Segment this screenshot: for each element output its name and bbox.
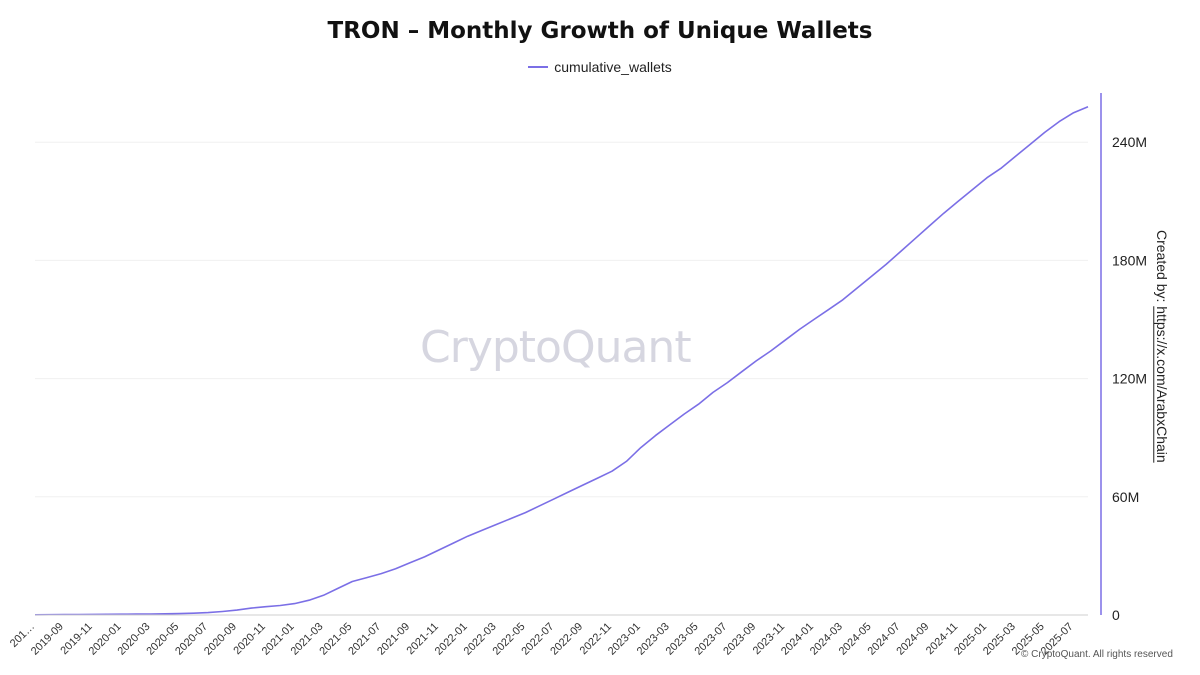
watermark-logo: CryptoQuant	[420, 322, 692, 373]
credit-link[interactable]: https://x.com/ArabxChain	[1154, 306, 1170, 463]
x-tick-label: 2019-09	[29, 621, 66, 658]
copyright-text: © CryptoQuant. All rights reserved	[1021, 649, 1173, 660]
series-group	[34, 106, 1089, 616]
y-axis-tick-labels: 0 60M 120M 180M 240M	[1112, 134, 1147, 623]
legend-label: cumulative_wallets	[554, 59, 672, 75]
y-tick-label: 120M	[1112, 371, 1147, 387]
credit-prefix: Created by:	[1154, 230, 1170, 307]
x-tick-label: 2020-09	[202, 621, 239, 658]
x-axis-tick-labels: 201…2019-092019-112020-012020-032020-052…	[8, 621, 1076, 658]
gridlines	[35, 141, 1088, 498]
x-tick-label: 2022-09	[548, 621, 585, 658]
y-tick-label: 60M	[1112, 489, 1139, 505]
x-tick-label: 2023-09	[721, 621, 758, 658]
legend[interactable]: cumulative_wallets	[0, 59, 1200, 75]
y-tick-label: 0	[1112, 607, 1120, 623]
y-tick-label: 180M	[1112, 252, 1147, 268]
x-tick-label: 2024-09	[894, 621, 931, 658]
chart-title: TRON – Monthly Growth of Unique Wallets	[327, 18, 873, 44]
legend-swatch	[528, 66, 549, 68]
x-tick-label: 2021-09	[375, 621, 412, 658]
credit-text: Created by: https://x.com/ArabxChain	[1154, 230, 1170, 463]
y-tick-label: 240M	[1112, 134, 1147, 150]
series-line-cumulative-wallets	[34, 106, 1089, 616]
